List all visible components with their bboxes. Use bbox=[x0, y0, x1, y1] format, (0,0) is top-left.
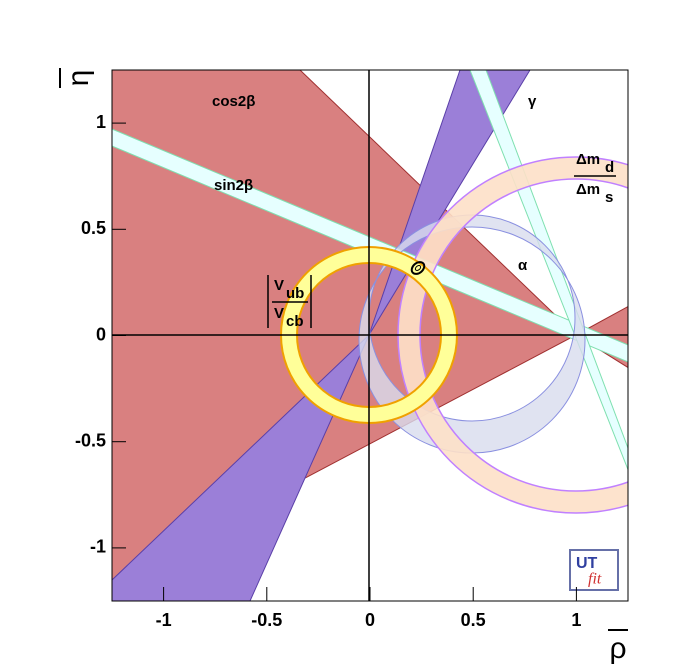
annotation: Δm bbox=[576, 181, 600, 198]
annotation: cb bbox=[286, 313, 304, 330]
y-axis-label: η bbox=[62, 70, 95, 87]
annotation: V bbox=[274, 305, 284, 322]
annotation: γ bbox=[528, 93, 537, 110]
annotation: α bbox=[518, 257, 528, 274]
y-tick-label: 1 bbox=[96, 112, 106, 132]
fit-contour bbox=[410, 261, 426, 275]
gamma-band bbox=[112, 334, 370, 601]
annotation: V bbox=[274, 277, 284, 294]
y-tick-label: -1 bbox=[90, 537, 106, 557]
dmd-dms-ring bbox=[397, 156, 628, 514]
logo: fit bbox=[588, 571, 602, 588]
x-tick-label: 0.5 bbox=[461, 610, 486, 630]
annotation: sin2β bbox=[214, 177, 253, 194]
annotation: cos2β bbox=[212, 93, 255, 110]
x-tick-label: 1 bbox=[571, 610, 581, 630]
y-tick-label: -0.5 bbox=[75, 430, 106, 450]
annotation: d bbox=[605, 159, 614, 176]
logo-box bbox=[569, 549, 619, 591]
sin2b-band bbox=[112, 128, 628, 363]
x-axis-label: ρ bbox=[609, 632, 626, 665]
annotation: ub bbox=[286, 285, 304, 302]
constraints bbox=[112, 70, 628, 601]
x-tick-label: 0 bbox=[365, 610, 375, 630]
annotation: s bbox=[605, 189, 613, 206]
annotation: Δm bbox=[576, 151, 600, 168]
x-tick-label: -0.5 bbox=[251, 610, 282, 630]
fit-contour bbox=[414, 265, 422, 271]
x-tick-label: -1 bbox=[156, 610, 172, 630]
logo: UT bbox=[576, 555, 598, 572]
y-tick-label: 0 bbox=[96, 324, 106, 344]
y-tick-label: 0.5 bbox=[81, 218, 106, 238]
